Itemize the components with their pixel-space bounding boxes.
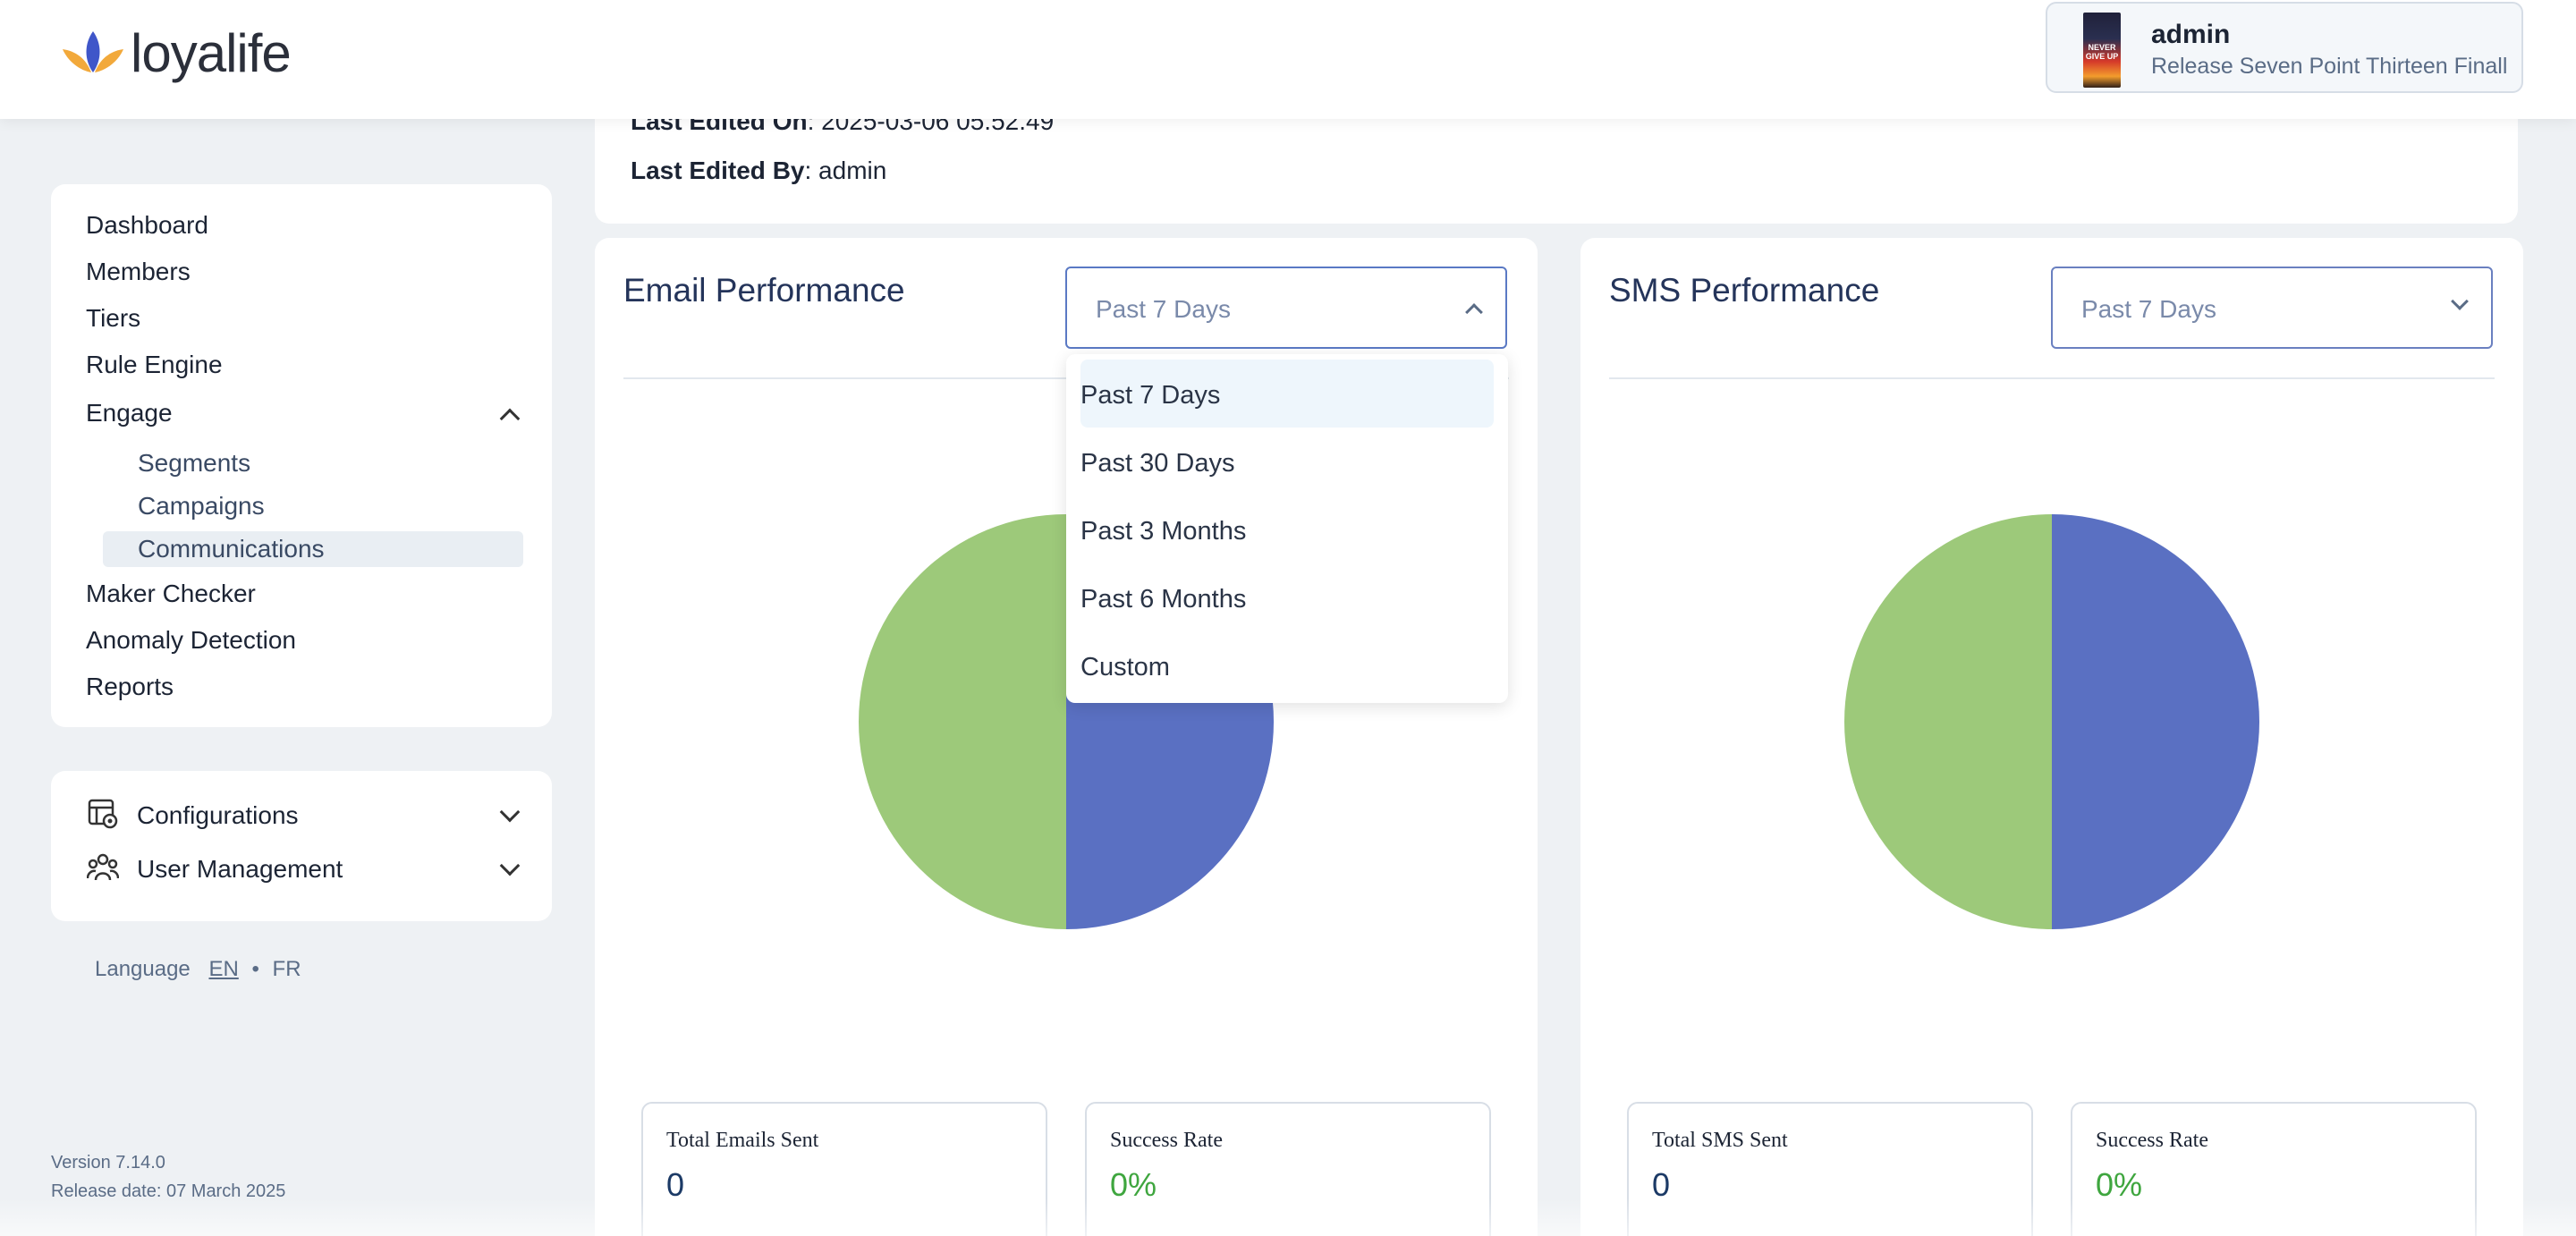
email-performance-title: Email Performance (623, 272, 905, 309)
option-label: Past 30 Days (1080, 449, 1235, 478)
divider (1609, 377, 2495, 379)
release-date: Release date: 07 March 2025 (51, 1181, 286, 1201)
email-success-rate-value: 0% (1110, 1166, 1157, 1203)
language-switcher: Language EN • FR (95, 957, 301, 982)
sms-success-rate-label: Success Rate (2096, 1129, 2208, 1152)
sidebar-item-anomaly-detection[interactable]: Anomaly Detection (86, 626, 297, 654)
sidebar-item-configurations[interactable]: Configurations (137, 801, 299, 829)
brand-logo[interactable]: loyalife (59, 21, 292, 84)
chevron-down-icon (2451, 292, 2469, 310)
sms-performance-pie-chart (1844, 514, 2259, 929)
total-emails-sent-value: 0 (666, 1166, 685, 1203)
sidebar-item-reports[interactable]: Reports (86, 673, 174, 700)
option-past-6-months[interactable]: Past 6 Months (1080, 563, 1494, 631)
chevron-down-icon[interactable] (499, 801, 521, 823)
total-emails-sent-label: Total Emails Sent (666, 1129, 819, 1152)
configurations-icon (88, 799, 118, 829)
sidebar-item-tiers[interactable]: Tiers (86, 304, 141, 332)
email-range-value: Past 7 Days (1096, 295, 1231, 323)
sms-success-rate-value: 0% (2096, 1166, 2143, 1203)
total-sms-sent-card: Total SMS Sent 0 (1627, 1102, 2033, 1236)
option-label: Past 3 Months (1080, 517, 1247, 546)
sidebar-item-user-management[interactable]: User Management (137, 855, 343, 883)
total-sms-sent-label: Total SMS Sent (1652, 1129, 1788, 1152)
language-en[interactable]: EN (208, 957, 239, 981)
last-edited-by: Last Edited By: admin (631, 157, 886, 185)
release-name: Release Seven Point Thirteen Finall (2151, 54, 2508, 79)
sidebar-item-engage[interactable]: Engage (86, 399, 173, 427)
total-emails-sent-card: Total Emails Sent 0 (641, 1102, 1047, 1236)
sidebar-item-campaigns[interactable]: Campaigns (138, 492, 265, 520)
language-separator: • (251, 957, 259, 981)
option-label: Past 7 Days (1080, 381, 1221, 410)
pie-slice-1[interactable] (2052, 514, 2259, 929)
total-sms-sent-value: 0 (1652, 1166, 1671, 1203)
option-past-30-days[interactable]: Past 30 Days (1080, 428, 1494, 495)
chevron-up-icon (1465, 303, 1483, 321)
last-edited-by-value: : admin (804, 157, 887, 184)
pie-slice-2[interactable] (859, 514, 1066, 929)
option-label: Custom (1080, 653, 1170, 681)
sms-range-select[interactable]: Past 7 Days (2051, 267, 2493, 349)
active-item-highlight (103, 531, 523, 567)
sms-success-rate-card: Success Rate 0% (2071, 1102, 2477, 1236)
user-name: admin (2151, 20, 2231, 49)
sidebar-nav: Dashboard Members Tiers Rule Engine Enga… (51, 184, 552, 727)
sidebar-item-communications[interactable]: Communications (138, 535, 325, 563)
language-fr[interactable]: FR (272, 957, 301, 981)
sidebar-item-rule-engine[interactable]: Rule Engine (86, 351, 223, 378)
sidebar-item-members[interactable]: Members (86, 258, 191, 285)
sms-performance-title: SMS Performance (1609, 272, 1880, 309)
leaf-logo-icon (63, 31, 123, 72)
email-range-select[interactable]: Past 7 Days (1065, 267, 1507, 349)
brand-name: loyalife (131, 22, 292, 83)
avatar: NEVER GIVE UP (2083, 13, 2121, 88)
version-number: Version 7.14.0 (51, 1153, 165, 1173)
last-edited-by-label: Last Edited By (631, 157, 805, 184)
email-success-rate-card: Success Rate 0% (1085, 1102, 1491, 1236)
version-info: Version 7.14.0 Release date: 07 March 20… (51, 1148, 285, 1206)
range-dropdown-menu: Past 7 Days Past 30 Days Past 3 Months P… (1066, 354, 1508, 703)
chevron-down-icon[interactable] (499, 855, 521, 876)
email-success-rate-label: Success Rate (1110, 1129, 1223, 1152)
sms-performance-card: SMS Performance Past 7 Days Total SMS Se… (1580, 238, 2523, 1236)
user-management-icon (87, 853, 119, 881)
pie-slice-2[interactable] (1844, 514, 2052, 929)
option-custom[interactable]: Custom (1080, 631, 1494, 699)
sidebar-item-dashboard[interactable]: Dashboard (86, 211, 208, 239)
top-header: loyalife NEVER GIVE UP admin Release Seve… (0, 0, 2576, 119)
option-past-7-days[interactable]: Past 7 Days (1080, 360, 1494, 428)
sidebar-item-maker-checker[interactable]: Maker Checker (86, 580, 256, 607)
settings-nav: Configurations User Management (51, 771, 552, 921)
option-label: Past 6 Months (1080, 585, 1247, 614)
sidebar-item-segments[interactable]: Segments (138, 449, 251, 477)
user-profile-card[interactable]: NEVER GIVE UP admin Release Seven Point T… (2046, 2, 2523, 93)
option-past-3-months[interactable]: Past 3 Months (1080, 495, 1494, 563)
chevron-up-icon[interactable] (499, 408, 521, 429)
language-label: Language (95, 957, 191, 981)
sms-range-value: Past 7 Days (2081, 295, 2216, 323)
